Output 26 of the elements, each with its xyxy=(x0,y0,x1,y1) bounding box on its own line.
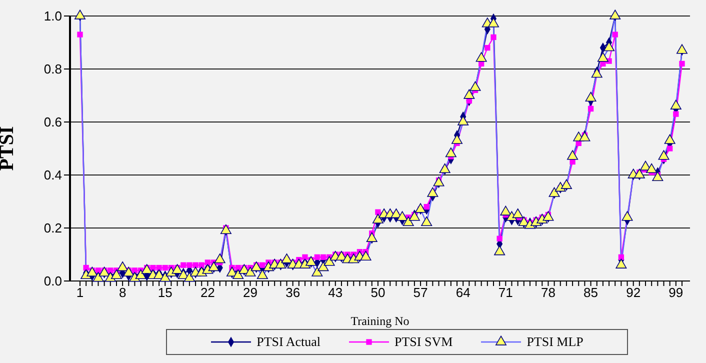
x-tick-label: 36 xyxy=(286,285,300,300)
y-tick-label: 0.2 xyxy=(44,220,62,236)
x-axis-title: Training No xyxy=(350,314,410,328)
x-tick-label: 50 xyxy=(370,285,386,300)
y-tick-label: 1.0 xyxy=(44,8,62,24)
y-tick-label: 0.0 xyxy=(44,274,62,289)
x-tick-label: 85 xyxy=(584,285,598,300)
legend-label: PTSI SVM xyxy=(394,334,453,350)
y-axis-title: PTSI xyxy=(0,126,18,171)
x-tick-label: 78 xyxy=(540,285,556,300)
x-tick-label: 99 xyxy=(668,285,684,300)
legend-label: PTSI MLP xyxy=(526,334,584,350)
x-tick-label: 1 xyxy=(76,285,84,300)
x-tick-label: 64 xyxy=(456,285,470,300)
y-tick-label: 0.6 xyxy=(44,114,62,130)
legend-label: PTSI Actual xyxy=(256,334,321,350)
x-tick-label: 43 xyxy=(328,285,343,300)
x-tick-label: 22 xyxy=(200,285,215,300)
x-tick-label: 29 xyxy=(243,285,258,300)
x-tick-label: 57 xyxy=(413,285,428,300)
y-tick-label: 0.4 xyxy=(44,168,62,183)
x-tick-label: 71 xyxy=(498,285,513,300)
x-tick-label: 8 xyxy=(118,285,126,300)
y-tick-label: 0.8 xyxy=(44,62,62,77)
x-tick-label: 15 xyxy=(158,285,172,300)
x-tick-label: 92 xyxy=(626,285,641,300)
